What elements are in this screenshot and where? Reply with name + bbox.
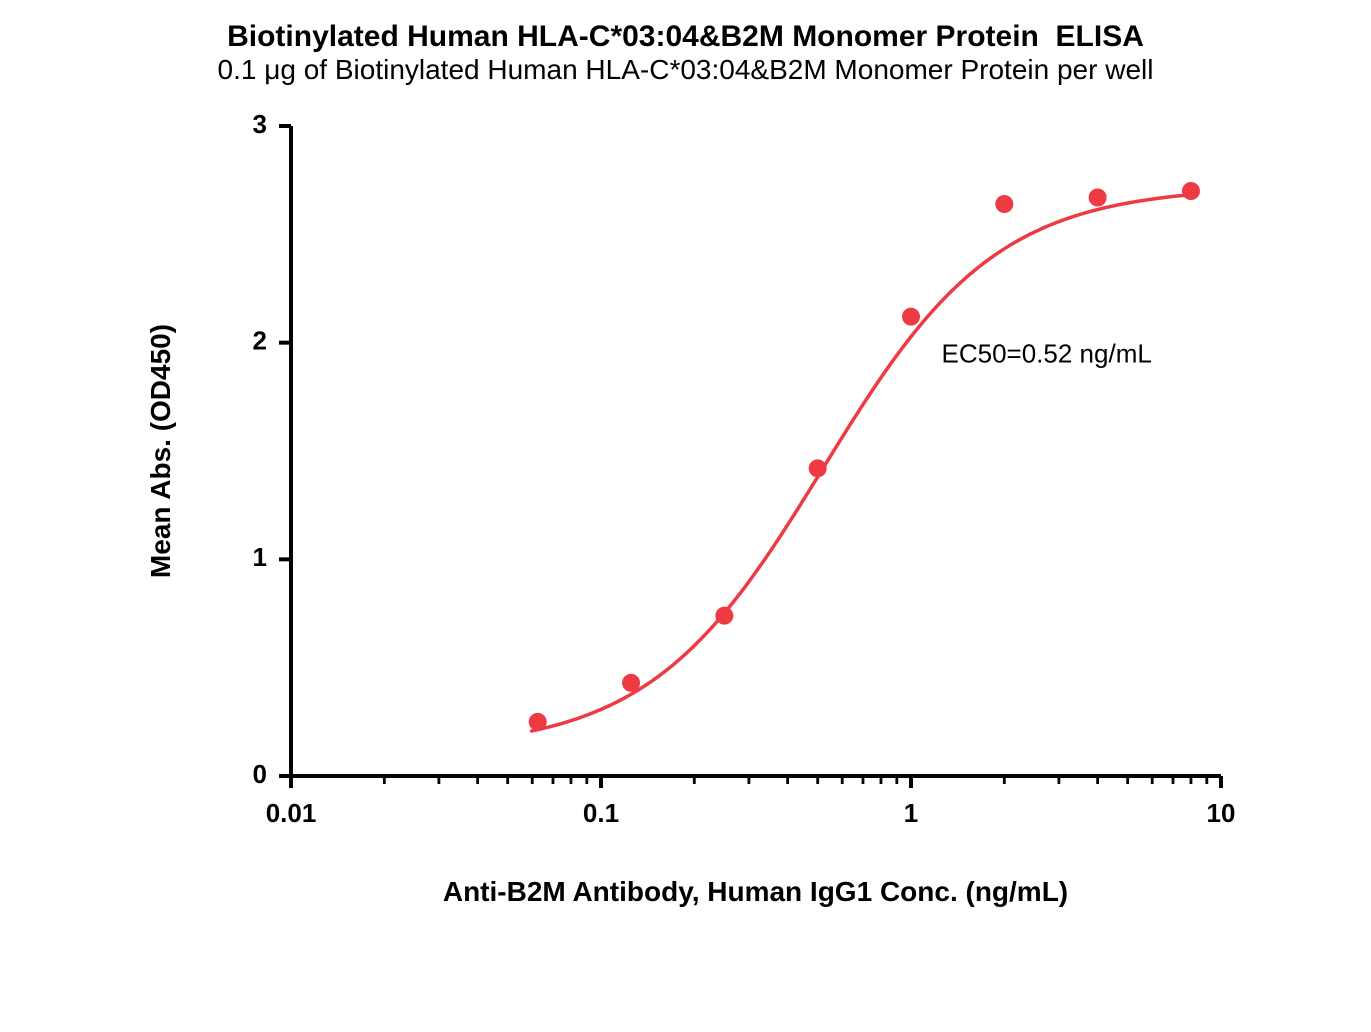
svg-text:1: 1: [903, 798, 917, 828]
chart-subtitle: 0.1 μg of Biotinylated Human HLA-C*03:04…: [86, 54, 1286, 86]
svg-text:1: 1: [252, 542, 266, 572]
chart-container: Biotinylated Human HLA-C*03:04&B2M Monom…: [86, 20, 1286, 916]
y-axis-label: Mean Abs. (OD450): [145, 324, 177, 578]
svg-text:0.1: 0.1: [582, 798, 618, 828]
svg-text:0.01: 0.01: [265, 798, 316, 828]
svg-text:2: 2: [252, 326, 266, 356]
svg-text:3: 3: [252, 109, 266, 139]
plot-area: 0 1 2 3 0.01 0.1 1 10 Mean Abs. (OD450) Anti-B2…: [121, 106, 1251, 916]
svg-text:0: 0: [252, 759, 266, 789]
chart-title: Biotinylated Human HLA-C*03:04&B2M Monom…: [86, 20, 1286, 54]
ec50-annotation: EC50=0.52 ng/mL: [942, 338, 1152, 369]
x-axis-label: Anti-B2M Antibody, Human IgG1 Conc. (ng/…: [443, 876, 1068, 908]
svg-text:10: 10: [1206, 798, 1235, 828]
chart-svg: 0 1 2 3 0.01 0.1 1 10: [121, 106, 1251, 916]
